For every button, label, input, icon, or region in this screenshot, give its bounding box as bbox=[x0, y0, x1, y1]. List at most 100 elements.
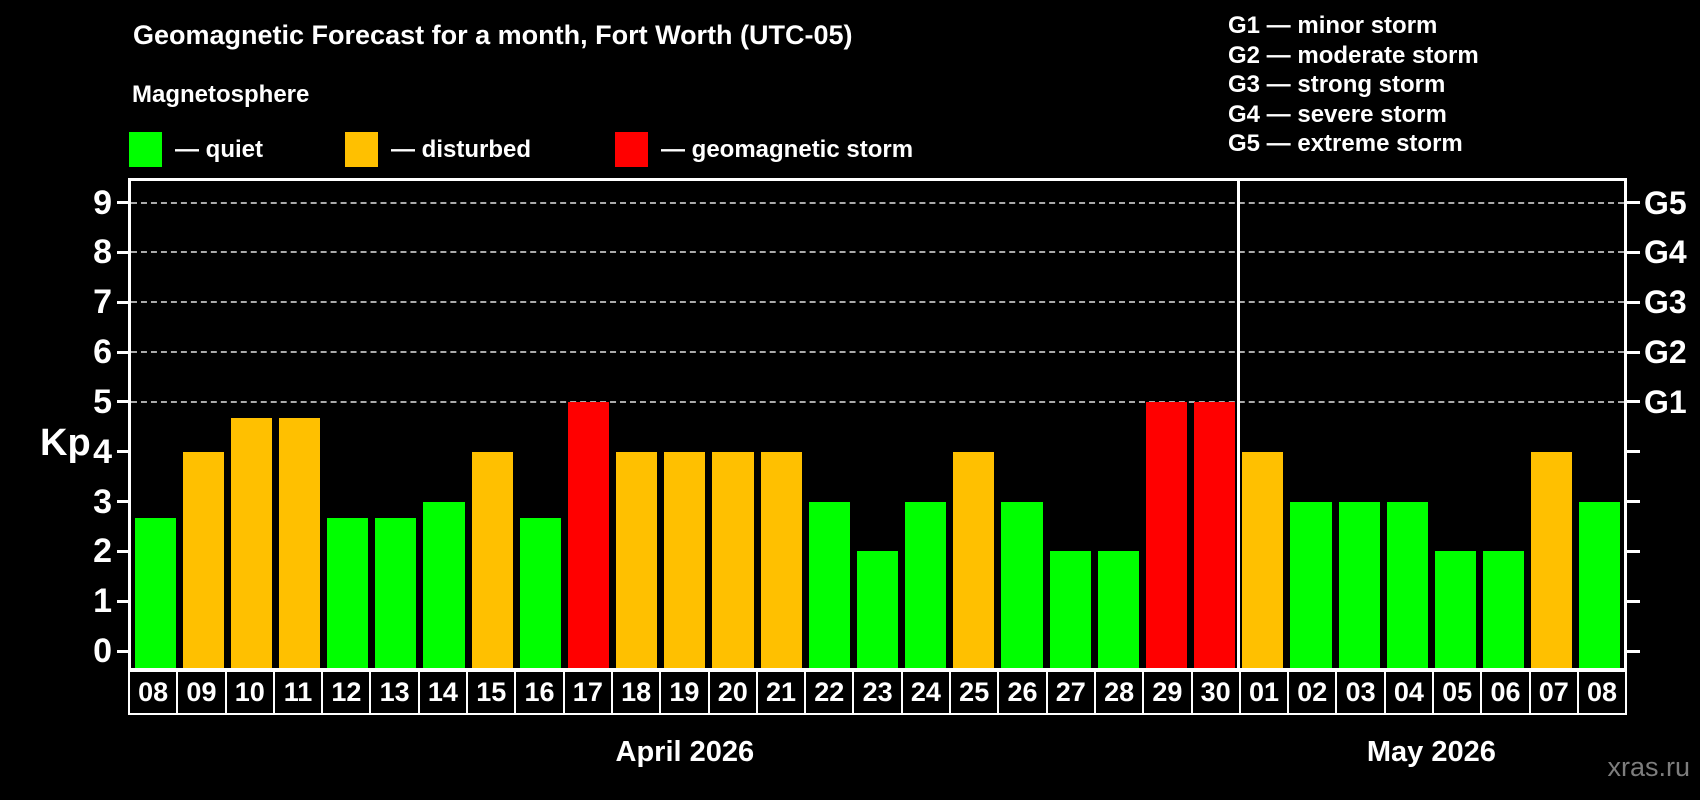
bar-day-14-quiet bbox=[423, 501, 465, 668]
right-tick-9 bbox=[1627, 201, 1640, 205]
legend-item-disturbed: — disturbed bbox=[345, 132, 531, 167]
date-label-apr-29: 29 bbox=[1144, 672, 1193, 713]
left-tick-7 bbox=[117, 300, 130, 304]
left-tick-5 bbox=[117, 400, 130, 404]
bar-day-19-disturbed bbox=[664, 451, 706, 668]
bar-day-16-quiet bbox=[519, 517, 561, 668]
left-tick-4 bbox=[117, 450, 130, 454]
right-tick-2 bbox=[1627, 549, 1640, 553]
gridline-kp-7 bbox=[131, 301, 1624, 304]
date-label-apr-22: 22 bbox=[806, 672, 855, 713]
right-axis-label-g2: G2 bbox=[1644, 334, 1687, 371]
bar-day-08-quiet bbox=[134, 517, 176, 668]
bar-day-04-quiet bbox=[1386, 501, 1428, 668]
bar-day-06-quiet bbox=[1483, 551, 1525, 668]
gridline-kp-8 bbox=[131, 251, 1624, 254]
right-axis-label-g4: G4 bbox=[1644, 234, 1687, 271]
bar-day-01-disturbed bbox=[1242, 451, 1284, 668]
date-label-apr-15: 15 bbox=[468, 672, 517, 713]
month-divider-line bbox=[1237, 181, 1241, 668]
g-scale-legend: G1 — minor storm G2 — moderate storm G3 … bbox=[1228, 11, 1479, 159]
bar-day-15-disturbed bbox=[471, 451, 513, 668]
bar-day-23-quiet bbox=[856, 551, 899, 668]
y-axis-title: Kp bbox=[40, 422, 91, 464]
bar-day-22-quiet bbox=[808, 501, 850, 668]
date-label-may-01: 01 bbox=[1241, 672, 1290, 713]
y-axis-label-0: 0 bbox=[93, 632, 112, 670]
legend-label-storm: — geomagnetic storm bbox=[661, 135, 914, 163]
right-tick-0 bbox=[1627, 649, 1640, 653]
date-label-apr-21: 21 bbox=[758, 672, 807, 713]
left-tick-0 bbox=[117, 649, 130, 653]
bar-day-11-disturbed bbox=[278, 418, 321, 668]
y-axis-label-5: 5 bbox=[93, 382, 112, 421]
g-legend-line-g5: G5 — extreme storm bbox=[1228, 130, 1463, 157]
x-axis-date-row: 08 09 10 11 12 13 14 15 16 17 18 19 20 21 22 23 24 25 26 27… bbox=[128, 670, 1627, 715]
y-axis-label-9: 9 bbox=[93, 183, 112, 222]
date-label-may-06: 06 bbox=[1482, 672, 1531, 713]
bar-day-07-disturbed bbox=[1531, 451, 1573, 668]
left-tick-9 bbox=[117, 201, 130, 205]
left-tick-1 bbox=[117, 599, 130, 603]
y-axis-label-4: 4 bbox=[93, 432, 112, 471]
left-tick-2 bbox=[117, 549, 130, 553]
disturbed-swatch-icon bbox=[345, 132, 378, 167]
legend-item-quiet: — quiet bbox=[129, 132, 263, 167]
right-tick-5 bbox=[1627, 400, 1640, 404]
date-label-apr-20: 20 bbox=[710, 672, 758, 713]
date-label-apr-17: 17 bbox=[565, 672, 613, 713]
legend-label-disturbed: — disturbed bbox=[391, 135, 532, 163]
month-label-may: May 2026 bbox=[1366, 736, 1496, 768]
gridline-kp-5 bbox=[131, 400, 1624, 403]
date-label-apr-25: 25 bbox=[951, 672, 1000, 713]
bar-day-02-quiet bbox=[1290, 501, 1332, 668]
bar-day-28-quiet bbox=[1097, 551, 1139, 668]
date-label-apr-16: 16 bbox=[516, 672, 565, 713]
right-tick-3 bbox=[1627, 500, 1640, 503]
date-label-apr-09: 09 bbox=[178, 672, 227, 713]
bar-day-18-disturbed bbox=[616, 451, 658, 668]
storm-swatch-icon bbox=[615, 132, 648, 167]
date-label-apr-13: 13 bbox=[371, 672, 420, 713]
date-label-apr-26: 26 bbox=[999, 672, 1048, 713]
y-axis-label-3: 3 bbox=[93, 482, 112, 521]
date-label-apr-27: 27 bbox=[1048, 672, 1096, 713]
date-label-may-08: 08 bbox=[1587, 677, 1618, 707]
bar-day-29-storm bbox=[1145, 401, 1188, 668]
bar-day-10-disturbed bbox=[230, 418, 272, 668]
left-tick-6 bbox=[117, 350, 130, 354]
quiet-swatch-icon bbox=[129, 132, 162, 167]
date-label-apr-23: 23 bbox=[854, 672, 903, 713]
g-legend-line-g3: G3 — strong storm bbox=[1228, 71, 1446, 98]
legend-item-storm: — geomagnetic storm bbox=[615, 132, 913, 167]
date-label-apr-28: 28 bbox=[1096, 672, 1145, 713]
bar-day-21-disturbed bbox=[760, 451, 802, 668]
right-tick-6 bbox=[1627, 350, 1640, 354]
legend-label-quiet: — quiet bbox=[175, 135, 263, 163]
g-legend-line-g2: G2 — moderate storm bbox=[1228, 41, 1479, 69]
bar-day-27-quiet bbox=[1049, 551, 1091, 668]
date-label-may-07: 07 bbox=[1531, 672, 1579, 713]
right-axis-label-g1: G1 bbox=[1644, 383, 1687, 420]
left-tick-8 bbox=[117, 250, 130, 254]
y-axis-label-2: 2 bbox=[93, 532, 112, 571]
y-axis-label-6: 6 bbox=[93, 333, 112, 372]
watermark: xras.ru bbox=[1607, 752, 1690, 782]
right-tick-8 bbox=[1627, 250, 1640, 254]
bar-day-09-disturbed bbox=[182, 451, 224, 668]
bar-day-30-storm bbox=[1194, 401, 1236, 668]
bar-day-08-quiet bbox=[1579, 501, 1621, 668]
date-label-may-02: 02 bbox=[1289, 672, 1338, 713]
bar-day-26-quiet bbox=[1001, 501, 1043, 668]
gridline-kp-6 bbox=[131, 351, 1624, 354]
y-axis-label-8: 8 bbox=[93, 233, 112, 272]
left-tick-3 bbox=[117, 500, 130, 503]
bar-day-05-quiet bbox=[1434, 551, 1476, 668]
right-tick-4 bbox=[1627, 450, 1640, 454]
right-axis-label-g5: G5 bbox=[1644, 184, 1687, 221]
date-label-apr-30: 30 bbox=[1193, 672, 1241, 713]
bar-day-24-quiet bbox=[905, 501, 947, 668]
page-title: Geomagnetic Forecast for a month, Fort W… bbox=[133, 20, 853, 50]
right-tick-7 bbox=[1627, 300, 1640, 304]
